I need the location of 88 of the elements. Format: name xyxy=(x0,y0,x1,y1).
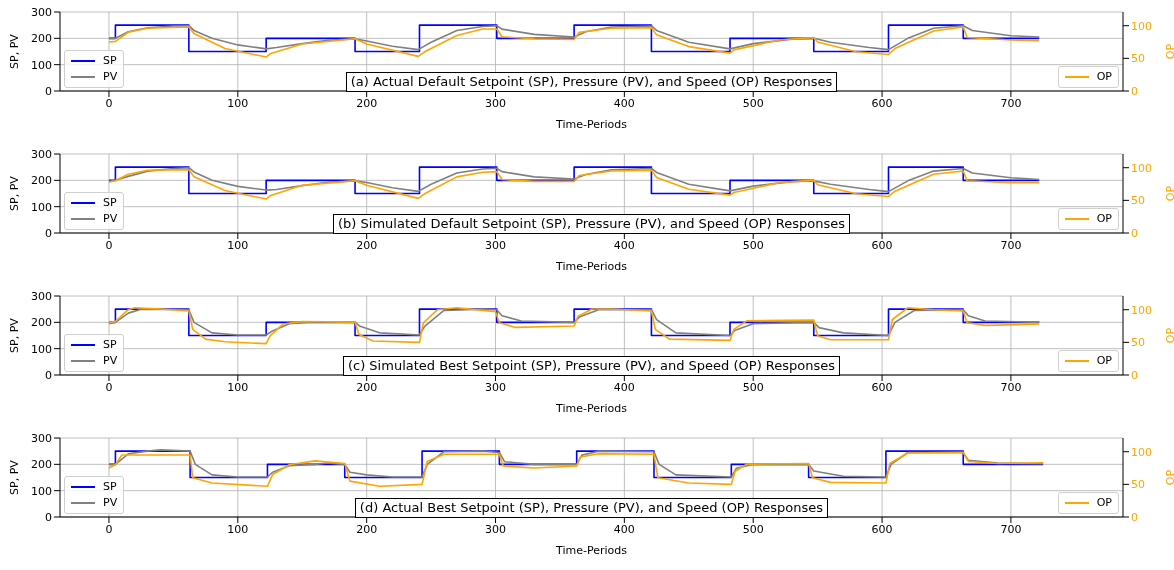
y-tick-label: 300 xyxy=(31,289,52,303)
y-tick-label: 200 xyxy=(31,174,52,188)
x-tick-label: 500 xyxy=(742,522,764,536)
annotation: (b) Simulated Default Setpoint (SP), Pressure (PV), and Speed (OP) Responses xyxy=(333,214,850,234)
y2-tick-label: 50 xyxy=(1131,478,1145,492)
x-tick-label: 200 xyxy=(356,522,378,536)
y-axis-title: SP, PV xyxy=(7,317,21,353)
annotation: (d) Actual Best Setpoint (SP), Pressure (PV), and Speed (OP) Responses xyxy=(354,498,829,518)
y2-tick-label: 100 xyxy=(1131,19,1152,33)
y2-tick-label: 100 xyxy=(1131,445,1152,459)
x-axis-title: Time-Periods xyxy=(555,118,628,131)
x-tick-label: 0 xyxy=(105,380,113,394)
y2-axis-title: OP xyxy=(1163,43,1174,60)
x-tick-label: 700 xyxy=(1000,238,1022,252)
y-tick-label: 0 xyxy=(45,368,52,382)
legend-label: SP xyxy=(103,337,117,353)
y2-tick-label: 0 xyxy=(1131,226,1138,240)
x-tick-label: 200 xyxy=(356,96,378,110)
x-tick-label: 400 xyxy=(613,96,635,110)
y-tick-label: 200 xyxy=(31,458,52,472)
x-tick-label: 400 xyxy=(613,238,635,252)
y-axis-title: SP, PV xyxy=(7,33,21,69)
x-tick-label: 300 xyxy=(485,96,507,110)
y2-axis-title: OP xyxy=(1163,185,1174,202)
legend-label: OP xyxy=(1096,353,1112,369)
x-tick-label: 100 xyxy=(227,96,249,110)
x-tick-label: 100 xyxy=(227,238,249,252)
y2-tick-label: 100 xyxy=(1131,303,1152,317)
y-axis-title: SP, PV xyxy=(7,459,21,495)
x-tick-label: 200 xyxy=(356,238,378,252)
legend-label: PV xyxy=(103,69,118,85)
x-tick-label: 300 xyxy=(485,522,507,536)
y-tick-label: 300 xyxy=(31,147,52,161)
y2-tick-label: 0 xyxy=(1131,84,1138,98)
x-tick-label: 700 xyxy=(1000,96,1022,110)
x-tick-label: 600 xyxy=(871,96,893,110)
y-tick-label: 0 xyxy=(45,510,52,524)
x-tick-label: 600 xyxy=(871,522,893,536)
legend-label: SP xyxy=(103,53,117,69)
y-tick-label: 100 xyxy=(31,484,52,498)
x-tick-label: 500 xyxy=(742,96,764,110)
x-axis-title: Time-Periods xyxy=(555,544,628,557)
annotation: (c) Simulated Best Setpoint (SP), Pressure (PV), and Speed (OP) Responses xyxy=(342,356,841,376)
y2-axis-title: OP xyxy=(1163,469,1174,486)
x-tick-label: 700 xyxy=(1000,522,1022,536)
x-tick-label: 100 xyxy=(227,380,249,394)
legend-label: SP xyxy=(103,195,117,211)
y-tick-label: 100 xyxy=(31,58,52,72)
legend-label: PV xyxy=(103,353,118,369)
x-tick-label: 400 xyxy=(613,522,635,536)
legend-label: PV xyxy=(103,495,118,511)
legend-label: OP xyxy=(1096,69,1112,85)
x-tick-label: 100 xyxy=(227,522,249,536)
x-tick-label: 400 xyxy=(613,380,635,394)
y-tick-label: 200 xyxy=(31,316,52,330)
y-tick-label: 100 xyxy=(31,200,52,214)
y-tick-label: 0 xyxy=(45,226,52,240)
x-tick-label: 0 xyxy=(105,238,113,252)
y-tick-label: 100 xyxy=(31,342,52,356)
x-tick-label: 0 xyxy=(105,522,113,536)
x-axis-title: Time-Periods xyxy=(555,402,628,415)
x-tick-label: 700 xyxy=(1000,380,1022,394)
y2-tick-label: 100 xyxy=(1131,161,1152,175)
y-tick-label: 300 xyxy=(31,5,52,19)
y2-axis-title: OP xyxy=(1163,327,1174,344)
y2-tick-label: 50 xyxy=(1131,336,1145,350)
x-tick-label: 300 xyxy=(485,238,507,252)
x-axis-title: Time-Periods xyxy=(555,260,628,273)
legend-label: SP xyxy=(103,479,117,495)
y-axis-title: SP, PV xyxy=(7,175,21,211)
x-tick-label: 0 xyxy=(105,96,113,110)
y2-tick-label: 50 xyxy=(1131,194,1145,208)
legend-label: OP xyxy=(1096,495,1112,511)
y-tick-label: 200 xyxy=(31,32,52,46)
annotation: (a) Actual Default Setpoint (SP), Pressure (PV), and Speed (OP) Responses xyxy=(345,72,838,92)
x-tick-label: 500 xyxy=(742,380,764,394)
x-tick-label: 300 xyxy=(485,380,507,394)
y2-tick-label: 50 xyxy=(1131,52,1145,66)
y-tick-label: 300 xyxy=(31,431,52,445)
y2-tick-label: 0 xyxy=(1131,510,1138,524)
x-tick-label: 500 xyxy=(742,238,764,252)
x-tick-label: 200 xyxy=(356,380,378,394)
legend-label: OP xyxy=(1096,211,1112,227)
x-tick-label: 600 xyxy=(871,238,893,252)
y2-tick-label: 0 xyxy=(1131,368,1138,382)
legend-label: PV xyxy=(103,211,118,227)
y-tick-label: 0 xyxy=(45,84,52,98)
x-tick-label: 600 xyxy=(871,380,893,394)
